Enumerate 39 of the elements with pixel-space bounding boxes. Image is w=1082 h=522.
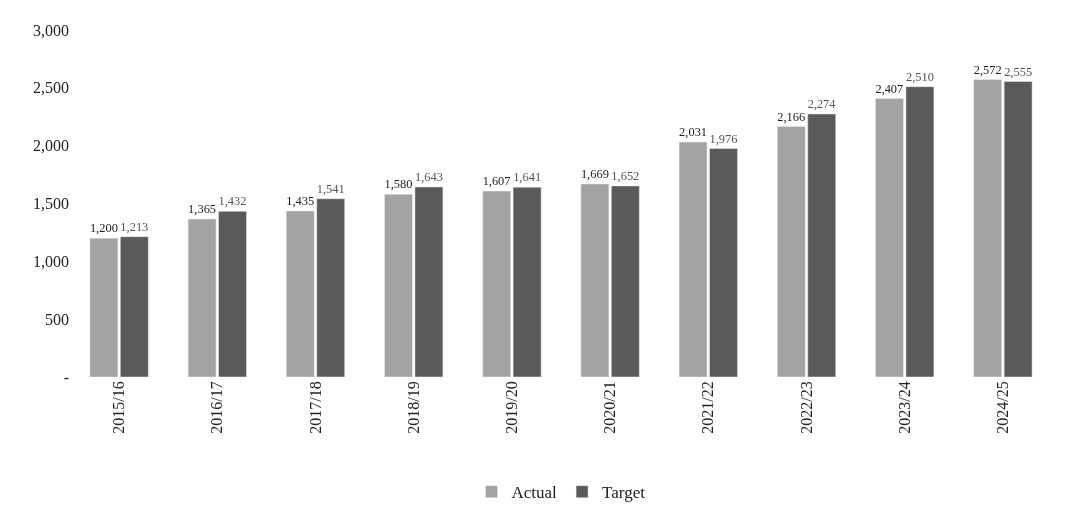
y-tick-label: 2,500 <box>33 79 69 97</box>
legend-label: Target <box>602 483 646 503</box>
data-label: 1,435 <box>286 194 315 209</box>
data-label: 1,365 <box>188 202 217 217</box>
data-label: 2,572 <box>973 62 1002 77</box>
legend-label: Actual <box>511 483 558 503</box>
x-tick-label: 2023/24 <box>895 381 913 434</box>
data-label: 1,652 <box>611 168 640 183</box>
y-tick-label: 1,000 <box>33 252 69 270</box>
x-tick-label: 2024/25 <box>994 381 1012 434</box>
x-tick-label: 2017/18 <box>306 381 324 434</box>
x-tick-label: 2015/16 <box>110 381 128 434</box>
data-label: 2,166 <box>777 109 806 124</box>
data-label: 1,432 <box>218 194 247 209</box>
data-label: 2,274 <box>807 97 836 112</box>
data-label: 2,555 <box>1004 64 1033 79</box>
data-label: 1,643 <box>414 170 443 185</box>
y-tick-label: 3,000 <box>33 21 69 39</box>
y-tick-label: 2,000 <box>33 137 69 155</box>
data-label: 1,213 <box>120 219 149 234</box>
x-tick-label: 2016/17 <box>208 381 226 434</box>
x-tick-label: 2018/19 <box>404 381 422 434</box>
data-label: 1,607 <box>482 174 511 189</box>
y-tick-label: - <box>63 368 69 386</box>
x-tick-label: 2021/22 <box>699 381 717 434</box>
data-label: 1,976 <box>709 131 738 146</box>
data-label: 1,541 <box>316 181 345 196</box>
y-tick-label: 1,500 <box>33 195 69 213</box>
x-tick-label: 2020/21 <box>601 381 619 434</box>
data-label: 1,669 <box>580 167 609 182</box>
data-label: 2,510 <box>905 69 934 84</box>
data-label: 2,407 <box>875 81 904 96</box>
data-label: 1,580 <box>384 177 413 192</box>
x-tick-label: 2022/23 <box>797 381 815 434</box>
data-label: 1,200 <box>89 221 118 236</box>
y-tick-label: 500 <box>45 310 69 328</box>
data-label: 2,031 <box>679 125 708 140</box>
data-label: 1,641 <box>513 170 542 185</box>
x-tick-label: 2019/20 <box>503 381 521 434</box>
